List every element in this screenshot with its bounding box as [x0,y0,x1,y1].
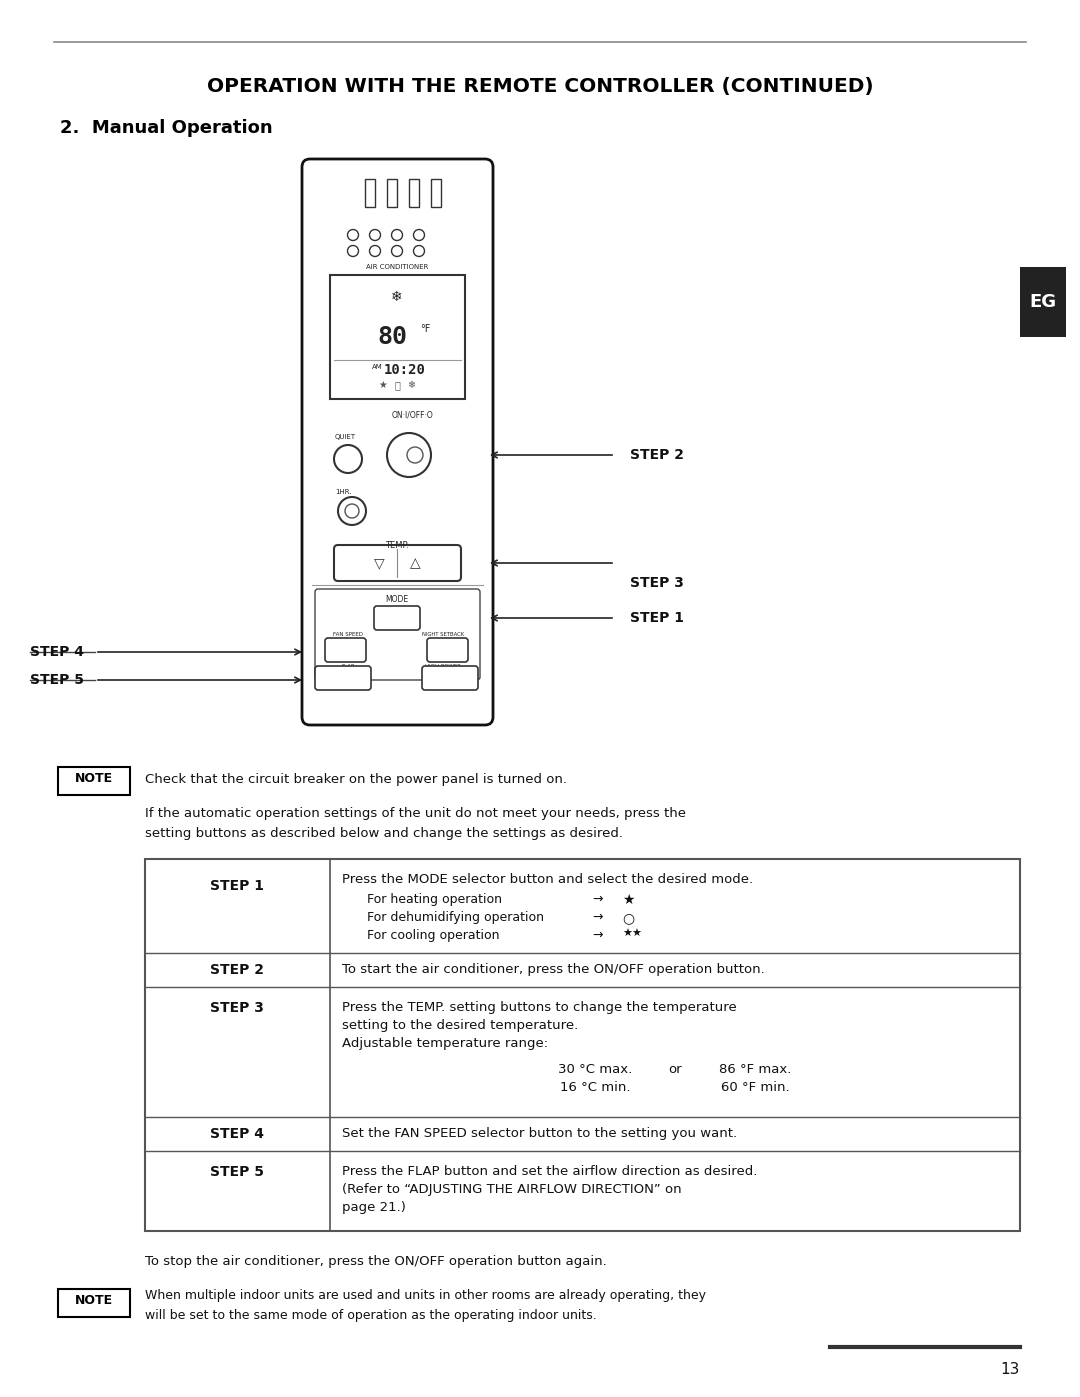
Text: ❄: ❄ [391,291,403,305]
Text: 13: 13 [1001,1362,1020,1376]
Text: FAN SPEED: FAN SPEED [333,633,363,637]
Circle shape [369,229,380,240]
Text: or: or [669,1063,681,1076]
Bar [145,859,1020,1231]
Text: →: → [592,893,603,907]
Text: Press the MODE selector button and select the desired mode.: Press the MODE selector button and selec… [342,873,753,886]
Text: setting buttons as described below and change the settings as desired.: setting buttons as described below and c… [145,827,623,840]
Text: ▽: ▽ [374,556,384,570]
Text: To start the air conditioner, press the ON/OFF operation button.: To start the air conditioner, press the … [342,963,765,977]
Text: Set the FAN SPEED selector button to the setting you want.: Set the FAN SPEED selector button to the… [342,1127,738,1140]
Text: ★★: ★★ [622,929,642,939]
Text: will be set to the same mode of operation as the operating indoor units.: will be set to the same mode of operatio… [145,1309,597,1322]
Bar [387,179,397,207]
Text: △: △ [409,556,420,570]
FancyBboxPatch shape [58,1289,130,1317]
Text: Check that the circuit breaker on the power panel is turned on.: Check that the circuit breaker on the po… [145,773,567,785]
Text: ★: ★ [379,380,388,390]
Text: °F: °F [420,324,430,334]
Text: STEP 5: STEP 5 [30,673,84,687]
Bar [409,179,419,207]
Text: QUIET: QUIET [335,434,355,440]
Text: 86 °F max.: 86 °F max. [719,1063,792,1076]
Text: To stop the air conditioner, press the ON/OFF operation button again.: To stop the air conditioner, press the O… [145,1255,607,1267]
FancyBboxPatch shape [427,638,468,662]
Text: TEMP.: TEMP. [384,541,409,549]
Text: ⓐ: ⓐ [394,380,400,390]
Text: (Refer to “ADJUSTING THE AIRFLOW DIRECTION” on: (Refer to “ADJUSTING THE AIRFLOW DIRECTI… [342,1183,681,1196]
Text: 80: 80 [377,326,407,349]
Text: 10:20: 10:20 [384,363,426,377]
FancyBboxPatch shape [58,767,130,795]
Text: STEP 3: STEP 3 [211,1002,264,1016]
Text: STEP 4: STEP 4 [30,645,84,659]
Text: →: → [592,929,603,942]
FancyBboxPatch shape [315,590,480,680]
Circle shape [414,229,424,240]
Text: 1HR.: 1HR. [335,489,351,495]
Text: 60 °F min.: 60 °F min. [720,1081,789,1094]
Text: ★: ★ [622,893,635,907]
Text: ON·I/OFF·O: ON·I/OFF·O [391,411,433,419]
Text: AIR CONDITIONER: AIR CONDITIONER [366,264,428,270]
Bar [431,179,441,207]
FancyBboxPatch shape [315,666,372,690]
Text: FLAP: FLAP [341,665,354,669]
Text: →: → [592,911,603,923]
Circle shape [391,246,403,257]
Circle shape [348,246,359,257]
FancyBboxPatch shape [325,638,366,662]
FancyBboxPatch shape [330,275,465,400]
Text: Adjustable temperature range:: Adjustable temperature range: [342,1037,549,1051]
Circle shape [369,246,380,257]
Text: NIGHT SETBACK: NIGHT SETBACK [422,633,464,637]
Circle shape [414,246,424,257]
Text: page 21.): page 21.) [342,1201,406,1214]
Text: NOTE: NOTE [75,773,113,785]
Text: For dehumidifying operation: For dehumidifying operation [367,911,544,923]
FancyBboxPatch shape [334,545,461,581]
Text: STEP 2: STEP 2 [210,963,264,977]
Text: STEP 5: STEP 5 [210,1165,264,1179]
Text: setting to the desired temperature.: setting to the desired temperature. [342,1018,578,1032]
Circle shape [348,229,359,240]
Text: STEP 4: STEP 4 [210,1127,264,1141]
Bar [365,179,375,207]
Circle shape [334,446,362,474]
Text: ○: ○ [622,911,634,925]
Text: 30 °C max.: 30 °C max. [558,1063,632,1076]
Text: STEP 1: STEP 1 [210,879,264,893]
FancyBboxPatch shape [374,606,420,630]
Text: For heating operation: For heating operation [367,893,502,907]
Text: 16 °C min.: 16 °C min. [559,1081,631,1094]
Text: HIGH POWER: HIGH POWER [426,665,461,669]
FancyBboxPatch shape [1020,267,1066,337]
Circle shape [338,497,366,525]
Text: Press the FLAP button and set the airflow direction as desired.: Press the FLAP button and set the airflo… [342,1165,757,1178]
Text: For cooling operation: For cooling operation [367,929,499,942]
FancyBboxPatch shape [422,666,478,690]
Text: ❄: ❄ [407,380,415,390]
Text: If the automatic operation settings of the unit do not meet your needs, press th: If the automatic operation settings of t… [145,806,686,820]
Text: MODE: MODE [386,595,408,604]
Circle shape [407,447,423,462]
Text: AM: AM [372,365,382,370]
Text: OPERATION WITH THE REMOTE CONTROLLER (CONTINUED): OPERATION WITH THE REMOTE CONTROLLER (CO… [206,77,874,96]
Text: When multiple indoor units are used and units in other rooms are already operati: When multiple indoor units are used and … [145,1289,706,1302]
Circle shape [345,504,359,518]
Text: Press the TEMP. setting buttons to change the temperature: Press the TEMP. setting buttons to chang… [342,1002,737,1014]
Text: 2.  Manual Operation: 2. Manual Operation [60,119,272,137]
Text: STEP 2: STEP 2 [630,448,684,462]
Circle shape [391,229,403,240]
Text: STEP 1: STEP 1 [630,610,684,624]
Text: EG: EG [1029,293,1056,312]
Text: NOTE: NOTE [75,1295,113,1308]
Circle shape [387,433,431,476]
FancyBboxPatch shape [302,159,492,725]
Text: STEP 3: STEP 3 [630,576,684,590]
